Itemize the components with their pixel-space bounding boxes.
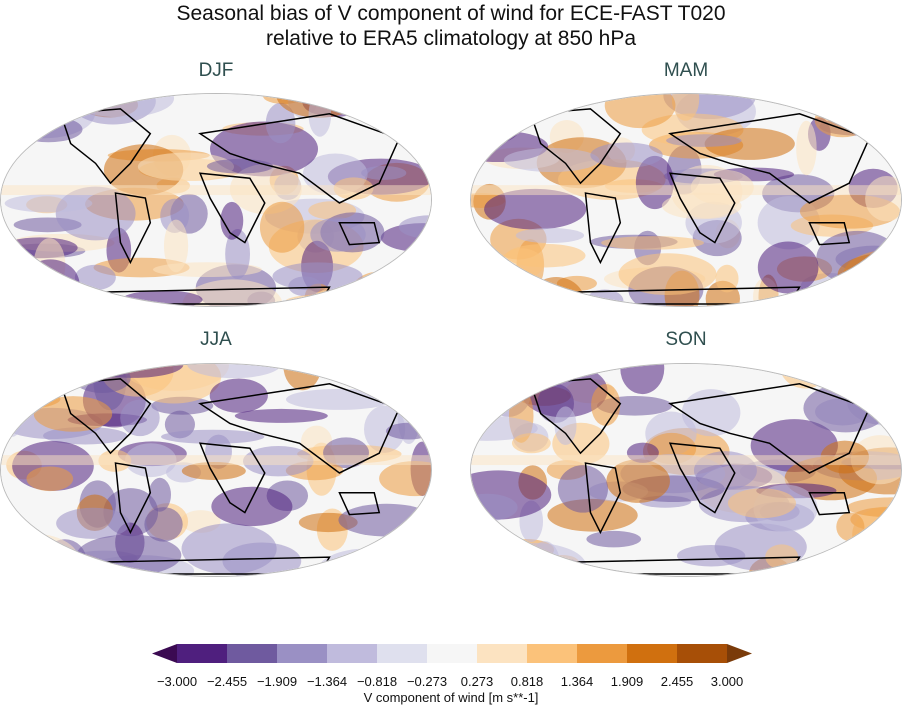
- panel-title-jja: JJA: [200, 329, 232, 350]
- colorbar-tick-label: −0.818: [356, 674, 398, 689]
- colorbar: [152, 644, 752, 663]
- colorbar-segment: [477, 644, 527, 663]
- coastlines: [529, 378, 871, 575]
- colorbar-tick-label: −2.455: [206, 674, 248, 689]
- colorbar-segment: [277, 644, 327, 663]
- coastlines: [59, 378, 401, 575]
- colorbar-tick-label: 0.818: [510, 674, 544, 689]
- colorbar-segment: [577, 644, 627, 663]
- colorbar-segment: [427, 644, 477, 663]
- colorbar-tick-label: 2.455: [660, 674, 694, 689]
- figure-title-line2: relative to ERA5 climatology at 850 hPa: [265, 27, 637, 50]
- panel-title-son: SON: [665, 329, 707, 350]
- map-mam: [470, 93, 902, 307]
- colorbar-segment: [377, 644, 427, 663]
- coastlines: [59, 108, 401, 305]
- panel-title-djf: DJF: [198, 60, 234, 81]
- colorbar-tick-label: −3.000: [156, 674, 198, 689]
- colorbar-segment: [627, 644, 677, 663]
- colorbar-segment: [527, 644, 577, 663]
- colorbar-tick-label: −1.364: [306, 674, 348, 689]
- colorbar-segment: [177, 644, 227, 663]
- bias-field: [471, 364, 901, 576]
- colorbar-segment: [327, 644, 377, 663]
- panel-title-mam: MAM: [663, 60, 709, 81]
- map-son: [470, 363, 902, 577]
- coastlines: [529, 108, 871, 305]
- colorbar-tick-label: 3.000: [710, 674, 744, 689]
- bias-field: [471, 94, 901, 306]
- colorbar-tick-label: −0.273: [406, 674, 448, 689]
- colorbar-segment: [677, 644, 727, 663]
- colorbar-tick-label: 1.364: [560, 674, 594, 689]
- colorbar-tick-label: 0.273: [460, 674, 494, 689]
- colorbar-extend-max: [727, 644, 752, 663]
- figure-title-line1: Seasonal bias of V component of wind for…: [176, 2, 726, 25]
- bias-field: [1, 364, 431, 576]
- colorbar-tick-label: 1.909: [610, 674, 644, 689]
- bias-field: [1, 94, 431, 306]
- map-jja: [0, 363, 432, 577]
- colorbar-segment: [227, 644, 277, 663]
- colorbar-tick-label: −1.909: [256, 674, 298, 689]
- colorbar-extend-min: [152, 644, 177, 663]
- colorbar-label: V component of wind [m s**-1]: [363, 690, 539, 705]
- map-djf: [0, 93, 432, 307]
